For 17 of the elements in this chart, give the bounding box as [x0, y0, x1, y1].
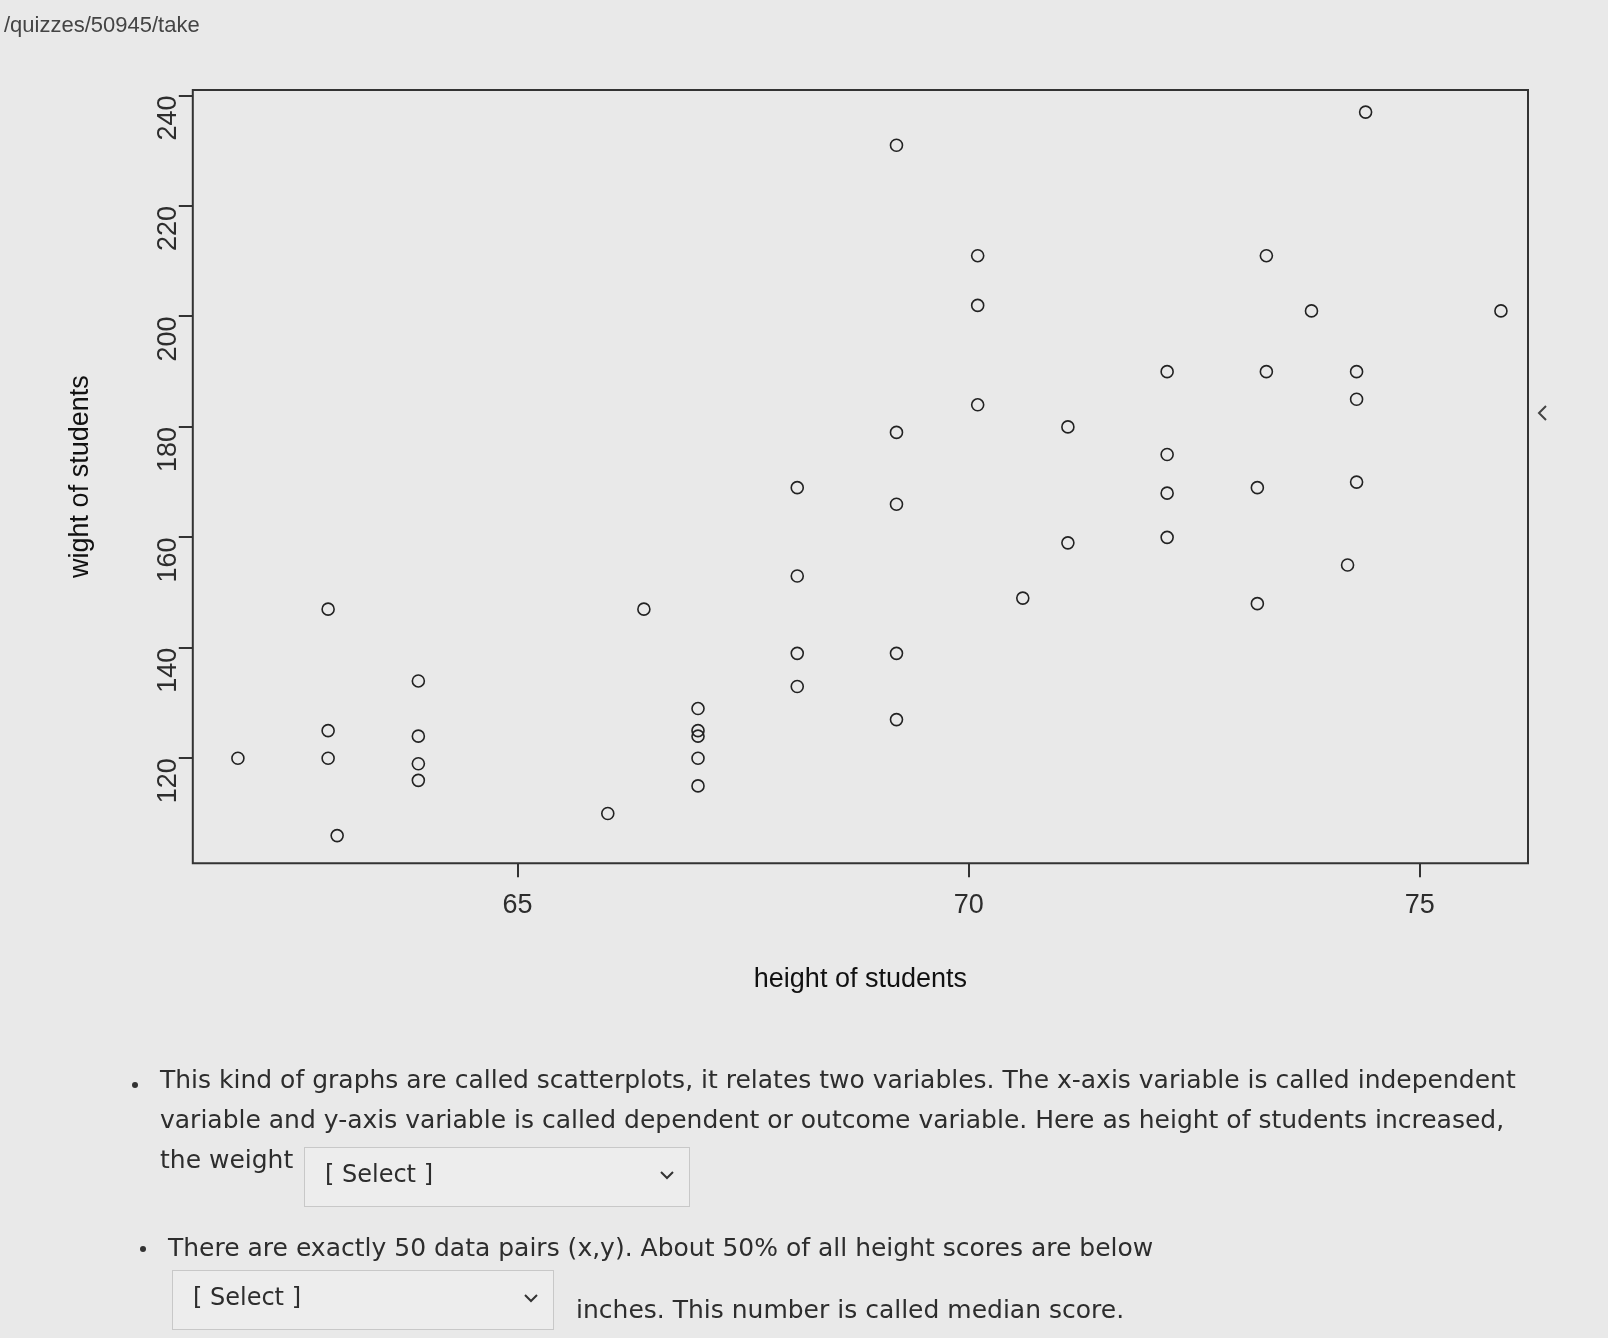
text: [ Select ]: [325, 1160, 434, 1188]
x-tick-label: 70: [953, 888, 984, 919]
text: /quizzes/50945/take: [4, 12, 200, 38]
y-tick-label: 220: [152, 205, 183, 252]
text: There are exactly 50 data pairs (x,y). About 50% of all height scores are below: [168, 1233, 1154, 1262]
x-tick-label: 65: [502, 888, 533, 919]
y-tick-label: 200: [152, 316, 183, 362]
x-axis-title: height of students: [753, 963, 967, 994]
y-tick-label: 120: [152, 758, 183, 804]
text: inches. This number is called median score.: [576, 1295, 1125, 1324]
y-tick-label: 160: [152, 537, 183, 583]
x-tick-label: 75: [1404, 888, 1435, 919]
text: [ Select ]: [193, 1283, 302, 1311]
y-axis-title: wight of students: [63, 375, 94, 579]
y-tick-label: 240: [152, 95, 183, 141]
y-tick-label: 140: [152, 647, 183, 693]
y-tick-label: 180: [152, 426, 183, 472]
